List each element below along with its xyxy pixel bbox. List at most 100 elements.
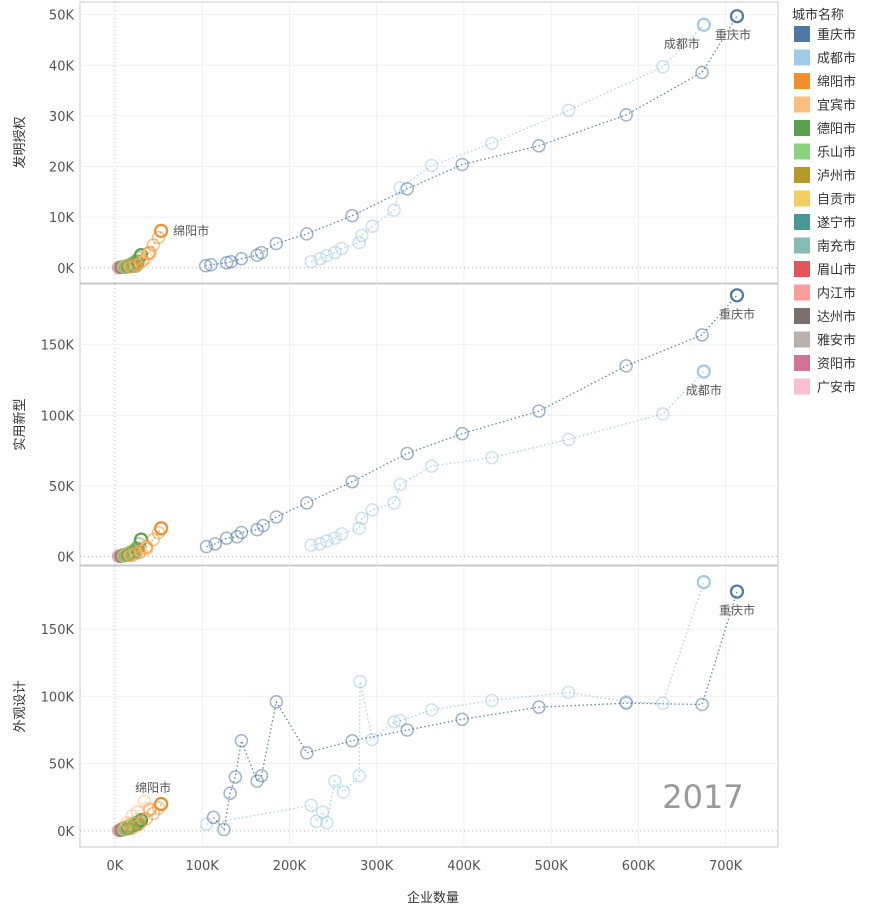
legend-swatch — [794, 308, 810, 324]
current-point — [154, 796, 169, 812]
x-tick-label: 100K — [185, 859, 219, 874]
legend-swatch — [794, 120, 810, 136]
trail-point — [320, 534, 334, 548]
legend: 城市名称 重庆市成都市绵阳市宜宾市德阳市乐山市泸州市自贡市遂宁市南充市眉山市内江… — [792, 7, 856, 396]
trail-point — [223, 786, 237, 800]
trail-point — [206, 810, 221, 825]
panel-frame — [79, 1, 779, 284]
trail-point — [345, 734, 359, 748]
trail-point — [313, 251, 327, 266]
legend-swatch — [794, 190, 810, 207]
trail-point — [230, 530, 244, 544]
legend-label: 南充市 — [817, 239, 856, 255]
trail-point — [656, 60, 670, 74]
panel-frame — [79, 565, 779, 848]
trail-point — [561, 432, 576, 447]
trail-point — [352, 768, 366, 783]
trail-point — [400, 446, 414, 461]
trail-line — [205, 15, 738, 267]
trail-point — [328, 774, 342, 788]
trail-point — [304, 798, 318, 813]
y-tick-label: 50K — [49, 9, 75, 24]
annotation-label: 成都市 — [686, 383, 722, 398]
legend-swatch — [794, 26, 810, 42]
legend-label: 眉山市 — [817, 262, 856, 278]
legend-swatch — [794, 73, 810, 89]
year-label: 2017 — [662, 778, 743, 816]
trail-line — [206, 581, 705, 826]
panel-frame — [79, 283, 779, 566]
legend-label: 资阳市 — [817, 356, 856, 372]
trail-point — [304, 538, 318, 552]
trail-point — [335, 241, 349, 256]
trail-point — [204, 258, 218, 272]
trail-point — [619, 108, 633, 122]
trail-point — [345, 208, 359, 223]
trail-point — [393, 713, 407, 728]
legend-swatch — [794, 167, 810, 183]
trail-point — [424, 158, 439, 173]
trail-point — [619, 359, 633, 373]
current-point — [154, 223, 169, 238]
legend-label: 成都市 — [817, 51, 856, 67]
y-tick-label: 30K — [49, 110, 75, 125]
trail-point — [387, 203, 401, 217]
y-tick-label: 150K — [41, 623, 75, 638]
current-point — [696, 17, 711, 32]
trail-point — [424, 703, 439, 717]
legend-swatch — [794, 143, 810, 160]
trail-point — [695, 65, 709, 80]
legend-swatch — [794, 237, 810, 254]
y-axis-title: 发明授权 — [12, 116, 28, 168]
trail-point — [313, 537, 327, 551]
x-tick-label: 200K — [273, 859, 307, 874]
trail-point — [269, 236, 284, 251]
trail-point — [269, 510, 284, 524]
series-成都市 — [199, 575, 711, 831]
trail-point — [309, 814, 324, 829]
y-tick-label: 100K — [41, 409, 75, 424]
y-tick-label: 50K — [49, 480, 75, 495]
plot-area: 0K10K20K30K40K50K发明授权0K50K100K150K实用新型0K… — [12, 1, 779, 874]
series-重庆市 — [206, 584, 745, 837]
series-重庆市 — [199, 288, 745, 554]
series-绵阳市 — [125, 796, 169, 835]
x-axis-title: 企业数量 — [407, 890, 459, 906]
legend-title: 城市名称 — [792, 7, 844, 23]
y-axis-title: 实用新型 — [12, 398, 28, 450]
trail-point — [485, 693, 499, 708]
legend-swatch — [794, 96, 810, 113]
trail-point — [234, 525, 249, 540]
trail-point — [400, 182, 414, 196]
trail-point — [125, 548, 140, 562]
legend-swatch — [794, 355, 810, 371]
trail-point — [208, 537, 222, 551]
trail-point — [217, 822, 231, 837]
series-成都市 — [304, 364, 711, 552]
series-重庆市 — [198, 9, 745, 273]
trail-point — [336, 785, 351, 799]
trail-point — [656, 696, 670, 710]
trail-point — [234, 734, 249, 748]
trail-point — [352, 521, 366, 536]
trail-point — [424, 459, 439, 473]
annotation-label: 绵阳市 — [173, 223, 209, 238]
trail-point — [254, 245, 269, 260]
trail-point — [485, 450, 499, 465]
trail-point — [352, 235, 366, 250]
current-point — [696, 364, 711, 379]
trail-point — [532, 404, 546, 418]
y-tick-label: 150K — [41, 339, 75, 354]
trail-point — [353, 674, 367, 689]
x-tick-label: 400K — [447, 859, 481, 874]
legend-label: 乐山市 — [817, 145, 856, 161]
trail-point — [619, 696, 633, 710]
legend-label: 遂宁市 — [817, 215, 856, 231]
trail-point — [139, 539, 154, 554]
current-point — [696, 575, 711, 590]
trail-point — [455, 712, 469, 727]
legend-label: 重庆市 — [817, 27, 856, 43]
trail-point — [387, 715, 401, 729]
legend-label: 德阳市 — [817, 121, 856, 137]
